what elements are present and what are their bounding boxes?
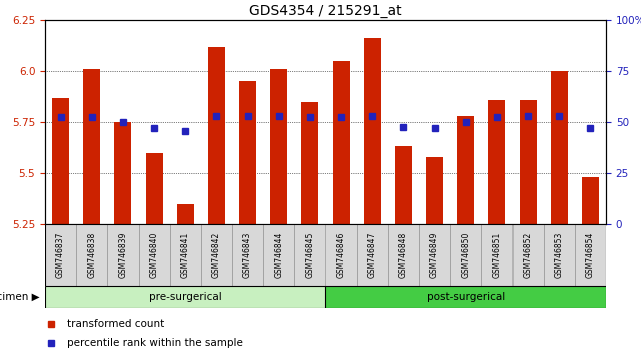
- Text: post-surgerical: post-surgerical: [427, 292, 505, 302]
- Bar: [326, 286, 606, 308]
- Text: GSM746853: GSM746853: [554, 232, 563, 278]
- Bar: [488, 99, 506, 224]
- Text: GSM746850: GSM746850: [462, 232, 470, 278]
- Text: GSM746844: GSM746844: [274, 232, 283, 278]
- Bar: [333, 61, 349, 224]
- Text: GSM746839: GSM746839: [119, 232, 128, 278]
- Text: GSM746838: GSM746838: [87, 232, 96, 278]
- Bar: [232, 224, 263, 286]
- Bar: [270, 69, 287, 224]
- Bar: [294, 224, 326, 286]
- Bar: [426, 157, 443, 224]
- Bar: [450, 224, 481, 286]
- Bar: [107, 224, 138, 286]
- Text: GSM746847: GSM746847: [368, 232, 377, 278]
- Bar: [481, 224, 513, 286]
- Bar: [575, 224, 606, 286]
- Text: GSM746854: GSM746854: [586, 232, 595, 278]
- Bar: [551, 71, 568, 224]
- Bar: [363, 38, 381, 224]
- Bar: [457, 116, 474, 224]
- Bar: [395, 147, 412, 224]
- Bar: [52, 97, 69, 224]
- Bar: [208, 46, 225, 224]
- Text: GSM746848: GSM746848: [399, 232, 408, 278]
- Bar: [138, 224, 170, 286]
- Bar: [513, 224, 544, 286]
- Text: transformed count: transformed count: [67, 319, 165, 329]
- Bar: [177, 204, 194, 224]
- Bar: [45, 224, 76, 286]
- Text: GSM746837: GSM746837: [56, 232, 65, 278]
- Text: GSM746842: GSM746842: [212, 232, 221, 278]
- Bar: [239, 81, 256, 224]
- Title: GDS4354 / 215291_at: GDS4354 / 215291_at: [249, 4, 402, 18]
- Text: GSM746849: GSM746849: [430, 232, 439, 278]
- Text: GSM746843: GSM746843: [243, 232, 252, 278]
- Bar: [326, 224, 356, 286]
- Bar: [301, 102, 319, 224]
- Text: pre-surgerical: pre-surgerical: [149, 292, 222, 302]
- Text: GSM746841: GSM746841: [181, 232, 190, 278]
- Bar: [114, 122, 131, 224]
- Text: GSM746840: GSM746840: [149, 232, 158, 278]
- Bar: [45, 286, 326, 308]
- Bar: [519, 99, 537, 224]
- Bar: [83, 69, 101, 224]
- Bar: [356, 224, 388, 286]
- Text: GSM746851: GSM746851: [492, 232, 501, 278]
- Bar: [419, 224, 450, 286]
- Bar: [582, 177, 599, 224]
- Bar: [263, 224, 294, 286]
- Bar: [544, 224, 575, 286]
- Bar: [201, 224, 232, 286]
- Bar: [76, 224, 107, 286]
- Bar: [170, 224, 201, 286]
- Text: GSM746852: GSM746852: [524, 232, 533, 278]
- Bar: [388, 224, 419, 286]
- Bar: [146, 153, 163, 224]
- Text: GSM746845: GSM746845: [305, 232, 315, 278]
- Text: specimen ▶: specimen ▶: [0, 292, 40, 302]
- Text: percentile rank within the sample: percentile rank within the sample: [67, 337, 244, 348]
- Text: GSM746846: GSM746846: [337, 232, 345, 278]
